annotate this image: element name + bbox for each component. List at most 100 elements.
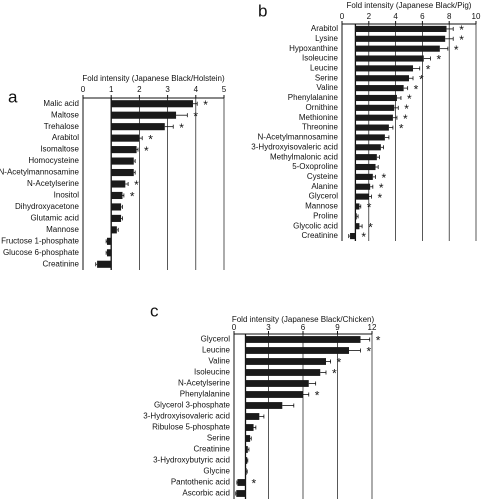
category-label: Glycerol 3-phosphate (154, 401, 231, 410)
axis-title: Fold intensity (Japanese Black/Pig) (347, 1, 472, 10)
bar (111, 214, 122, 222)
x-tick-label: 4 (194, 85, 199, 94)
bar (111, 146, 137, 154)
x-tick-label: 9 (335, 323, 340, 332)
bar (111, 203, 122, 211)
bar (111, 100, 193, 108)
category-label: Phenylalanine (180, 390, 231, 399)
bar (350, 233, 356, 240)
bar (245, 347, 349, 354)
category-label: Isomaltose (40, 145, 79, 154)
axis-title: Fold intensity (Japanese Black/Chicken) (232, 315, 375, 324)
significance-mark: * (403, 112, 408, 126)
category-label: Leucine (202, 346, 231, 355)
bar (245, 457, 248, 464)
bar (245, 369, 321, 376)
category-label: N-Acetylmannosamine (0, 168, 80, 177)
panel-label: c (150, 301, 159, 320)
category-label: Ribulose 5-phosphate (152, 423, 230, 432)
significance-mark: * (332, 367, 337, 381)
x-tick-label: 0 (232, 323, 237, 332)
bar (111, 134, 140, 142)
category-label: Mannose (305, 202, 338, 211)
bar (245, 391, 303, 398)
bar (111, 226, 117, 234)
bar (111, 168, 134, 177)
category-label: 3-Hydroxyisovaleric acid (143, 412, 230, 421)
category-label: Arabitol (52, 133, 79, 142)
bar (245, 424, 254, 431)
category-label: Phenylalanine (288, 93, 339, 102)
bar (355, 104, 395, 111)
bar (355, 45, 440, 52)
category-label: Valine (208, 357, 230, 366)
bar (245, 358, 326, 365)
category-label: Glycerol (309, 192, 339, 201)
category-label: N-Acetylserine (27, 179, 80, 188)
category-label: Isoleucine (194, 368, 231, 377)
significance-mark: * (419, 72, 424, 86)
bar (355, 173, 373, 180)
significance-mark: * (144, 144, 149, 158)
significance-mark: * (367, 345, 372, 359)
x-tick-label: 0 (340, 12, 345, 21)
bar (355, 183, 371, 190)
x-tick-label: 5 (222, 85, 227, 94)
category-label: Pantothenic acid (171, 478, 230, 487)
x-tick-label: 1 (109, 85, 114, 94)
bar (355, 65, 414, 72)
bar (237, 479, 246, 486)
bar (355, 223, 360, 230)
axis-title: Fold intensity (Japanese Black/Holstein) (82, 74, 225, 83)
bar (97, 260, 112, 268)
significance-mark: * (407, 92, 412, 106)
significance-mark: * (368, 220, 373, 234)
category-label: Glutamic acid (31, 214, 79, 223)
category-label: Glycolic acid (293, 221, 338, 230)
category-label: Proline (313, 211, 338, 220)
category-label: Inositol (54, 191, 80, 200)
category-label: Serine (315, 73, 339, 82)
bar (245, 413, 260, 420)
significance-mark: * (337, 356, 342, 370)
significance-mark: * (414, 82, 419, 96)
category-label: Alanine (311, 182, 338, 191)
category-label: Glycerol (201, 335, 231, 344)
category-label: Mannose (46, 225, 79, 234)
significance-mark: * (459, 33, 464, 47)
significance-mark: * (361, 230, 366, 244)
category-label: Isoleucine (302, 54, 339, 63)
category-label: Cysteine (307, 172, 339, 181)
category-label: Trehalose (44, 122, 80, 131)
category-label: Dihydroxyacetone (15, 202, 80, 211)
category-label: Ornithine (306, 103, 339, 112)
significance-mark: * (459, 23, 464, 37)
significance-mark: * (193, 109, 198, 123)
x-tick-label: 12 (368, 323, 377, 332)
bar (245, 446, 248, 453)
significance-mark: * (367, 201, 372, 215)
bar (355, 114, 393, 121)
category-label: Serine (207, 434, 231, 443)
x-tick-label: 6 (420, 12, 425, 21)
category-label: Glycine (203, 467, 230, 476)
category-label: Fructose 1-phosphate (1, 236, 79, 245)
bar (245, 380, 309, 387)
x-tick-label: 2 (367, 12, 372, 21)
x-tick-label: 4 (393, 12, 398, 21)
bar (355, 154, 377, 161)
significance-mark: * (376, 334, 381, 348)
significance-mark: * (315, 389, 320, 403)
category-label: Threonine (302, 123, 339, 132)
category-label: Creatinine (302, 231, 339, 240)
x-tick-label: 0 (81, 85, 86, 94)
category-label: Creatinine (43, 259, 80, 268)
category-label: Creatinine (194, 445, 231, 454)
bar (355, 35, 446, 42)
bar (245, 336, 361, 343)
category-label: Methylmalonic acid (270, 152, 338, 161)
bar (236, 490, 246, 497)
bar (355, 144, 381, 151)
bar (111, 157, 134, 165)
bar (111, 191, 123, 200)
